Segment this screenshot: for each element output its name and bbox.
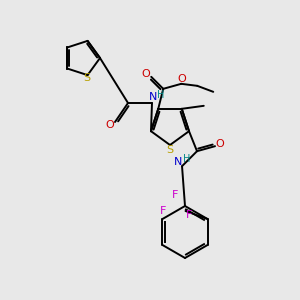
Text: H: H: [183, 154, 191, 164]
Text: S: S: [167, 145, 174, 155]
Text: F: F: [160, 206, 167, 216]
Text: O: O: [216, 139, 224, 149]
Text: F: F: [172, 190, 179, 200]
Text: O: O: [178, 74, 187, 84]
Text: F: F: [186, 210, 193, 220]
Text: N: N: [149, 92, 157, 102]
Text: O: O: [142, 69, 151, 79]
Text: O: O: [106, 120, 114, 130]
Text: S: S: [83, 73, 90, 83]
Text: N: N: [174, 157, 182, 167]
Text: H: H: [157, 90, 165, 100]
